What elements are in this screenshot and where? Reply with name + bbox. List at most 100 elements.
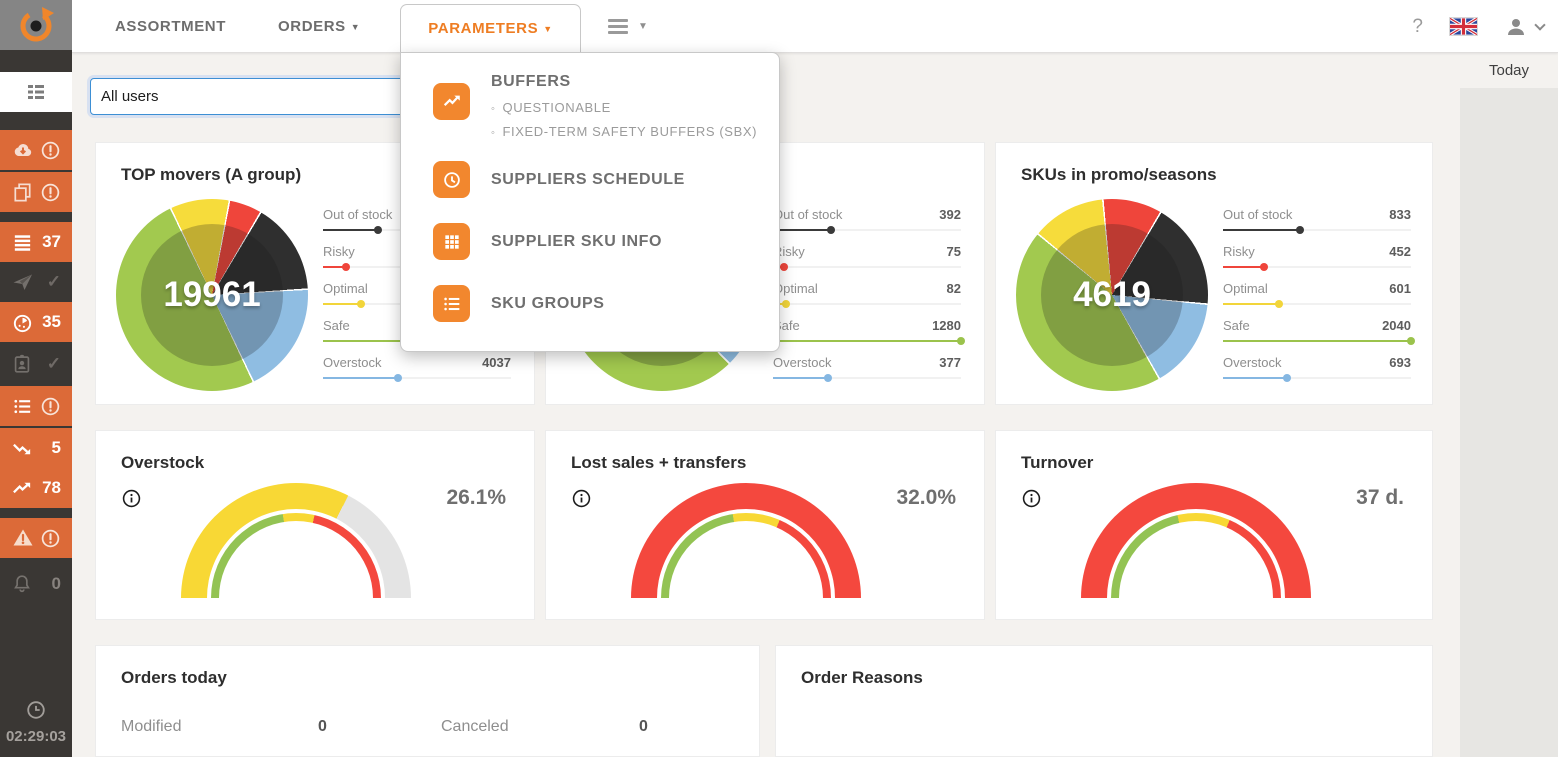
nav-more-menu[interactable]: ▼	[608, 16, 648, 37]
user-filter-input[interactable]	[90, 78, 420, 115]
menu-section-sku-groups: SKU GROUPS	[401, 285, 779, 325]
menu-lines-icon	[14, 234, 31, 251]
user-menu[interactable]	[1504, 15, 1546, 39]
copy-icon	[14, 182, 31, 202]
sidebar-item-orders-queue[interactable]: 37	[0, 222, 72, 262]
app-logo[interactable]	[0, 0, 72, 50]
legend-row: Overstock 377	[773, 355, 961, 382]
info-icon[interactable]	[572, 489, 591, 513]
donut-total: 19961	[163, 275, 261, 314]
menu-item-questionable[interactable]: ◦ QUESTIONABLE	[491, 100, 611, 115]
legend-row: Out of stock 392	[773, 207, 961, 234]
badge-count: 78	[42, 478, 61, 497]
legend-dot	[780, 263, 789, 271]
card-skus-promo: SKUs in promo/seasons 4619 Out of stock 8…	[995, 142, 1433, 405]
sidebar-item-sent[interactable]: ✓	[0, 262, 72, 302]
donut-total: 4619	[1073, 275, 1151, 314]
donut-chart[interactable]: 19961	[116, 199, 308, 391]
menu-section-buffers: BUFFERS ◦ QUESTIONABLE ◦ FIXED-TERM SAFETY…	[401, 73, 779, 139]
legend-dot	[394, 374, 403, 382]
card-title: Order Reasons	[801, 668, 923, 687]
info-icon[interactable]	[1022, 489, 1041, 513]
gauge-chart	[181, 483, 411, 601]
hamburger-icon	[608, 16, 628, 37]
nav-parameters-active-tab[interactable]: PARAMETERS ▼	[400, 4, 581, 55]
cloud-download-icon	[14, 144, 32, 156]
trend-down-icon	[13, 443, 31, 454]
legend-label: Overstock	[1223, 355, 1282, 370]
sidebar-item-trend-up[interactable]: 78	[0, 468, 72, 508]
sidebar-item-timer[interactable]: 35	[0, 302, 72, 342]
menu-item-fixed-term-safety-buffers[interactable]: ◦ FIXED-TERM SAFETY BUFFERS (SBX)	[491, 124, 758, 139]
legend-label: Safe	[1223, 318, 1250, 333]
legend-label: Optimal	[1223, 281, 1268, 296]
legend-row: Optimal 82	[773, 281, 961, 308]
chart-legend: Out of stock 392 Risky 75 Optimal 82 Safe 1280 O…	[773, 207, 965, 392]
bell-icon	[14, 575, 30, 593]
refresh-logo-icon	[20, 7, 54, 42]
list-icon	[433, 285, 470, 322]
bullet-icon: ◦	[491, 127, 496, 139]
sidebar-item-notifications[interactable]: 0	[0, 564, 72, 604]
legend-label: Out of stock	[773, 207, 843, 222]
help-icon[interactable]: ?	[1412, 15, 1423, 37]
card-title: Orders today	[121, 668, 227, 687]
legend-dot	[827, 226, 836, 234]
sidebar-item-main-list[interactable]	[0, 72, 72, 112]
card-title: Overstock	[121, 453, 205, 472]
legend-label: Safe	[323, 318, 350, 333]
info-icon[interactable]	[122, 489, 141, 513]
today-timeline-panel[interactable]	[1460, 88, 1558, 757]
legend-label: Optimal	[323, 281, 368, 296]
legend-value: 377	[939, 355, 961, 370]
clock-icon	[433, 161, 470, 198]
legend-row: Out of stock 833	[1223, 207, 1411, 234]
check-icon: ✓	[46, 354, 61, 373]
alert-circle-icon	[41, 183, 60, 201]
chevron-down-icon: ▼	[638, 21, 648, 32]
menu-item-suppliers-schedule[interactable]: SUPPLIERS SCHEDULE	[491, 171, 685, 188]
menu-item-buffers[interactable]: BUFFERS	[491, 73, 571, 90]
alert-circle-icon	[41, 397, 60, 415]
legend-label: Risky	[1223, 244, 1255, 259]
sidebar: 37 ✓ 35 ✓	[0, 0, 72, 757]
gauge-value: 37 d.	[1356, 486, 1404, 509]
sidebar-item-contacts[interactable]: ✓	[0, 344, 72, 384]
legend-value: 4037	[482, 355, 511, 370]
sidebar-clock: 02:29:03	[0, 699, 72, 745]
legend-dot	[1282, 374, 1291, 382]
menu-item-supplier-sku-info[interactable]: SUPPLIER SKU INFO	[491, 233, 663, 250]
grid-icon	[433, 223, 470, 260]
stat-value: 0	[318, 718, 327, 735]
card-overstock-gauge: Overstock 26.1%	[95, 430, 535, 620]
legend-value: 1280	[932, 318, 961, 333]
donut-chart[interactable]: 4619	[1016, 199, 1208, 391]
parameters-dropdown: BUFFERS ◦ QUESTIONABLE ◦ FIXED-TERM SAFETY…	[400, 52, 780, 352]
legend-value: 82	[946, 281, 961, 296]
id-badge-icon	[14, 354, 30, 373]
stat-value: 0	[639, 718, 648, 735]
legend-label: Out of stock	[1223, 207, 1293, 222]
nav-assortment[interactable]: ASSORTMENT	[115, 18, 226, 35]
menu-item-sku-groups[interactable]: SKU GROUPS	[491, 295, 605, 312]
sidebar-item-alerts[interactable]	[0, 518, 72, 558]
legend-value: 392	[939, 207, 961, 222]
legend-dot	[823, 374, 832, 382]
legend-value: 452	[1389, 244, 1411, 259]
legend-value: 833	[1389, 207, 1411, 222]
user-icon	[1508, 18, 1524, 35]
legend-row: Safe 1280	[773, 318, 965, 345]
chevron-down-icon: ▼	[350, 22, 361, 32]
top-navbar: ASSORTMENT ORDERS ▼ PARAMETERS ▼ ▼ ?	[72, 0, 1558, 55]
card-title: Turnover	[1021, 453, 1094, 472]
sidebar-item-sku-list[interactable]	[0, 386, 72, 426]
sidebar-item-import[interactable]	[0, 130, 72, 170]
sidebar-item-trend-down[interactable]: 5	[0, 428, 72, 468]
legend-value: 75	[946, 244, 961, 259]
language-flag-icon[interactable]	[1449, 17, 1478, 36]
legend-label: Risky	[773, 244, 805, 259]
trend-up-icon	[13, 482, 31, 493]
clock-icon	[27, 701, 45, 719]
nav-orders[interactable]: ORDERS ▼	[278, 18, 361, 35]
sidebar-item-copies[interactable]	[0, 172, 72, 212]
